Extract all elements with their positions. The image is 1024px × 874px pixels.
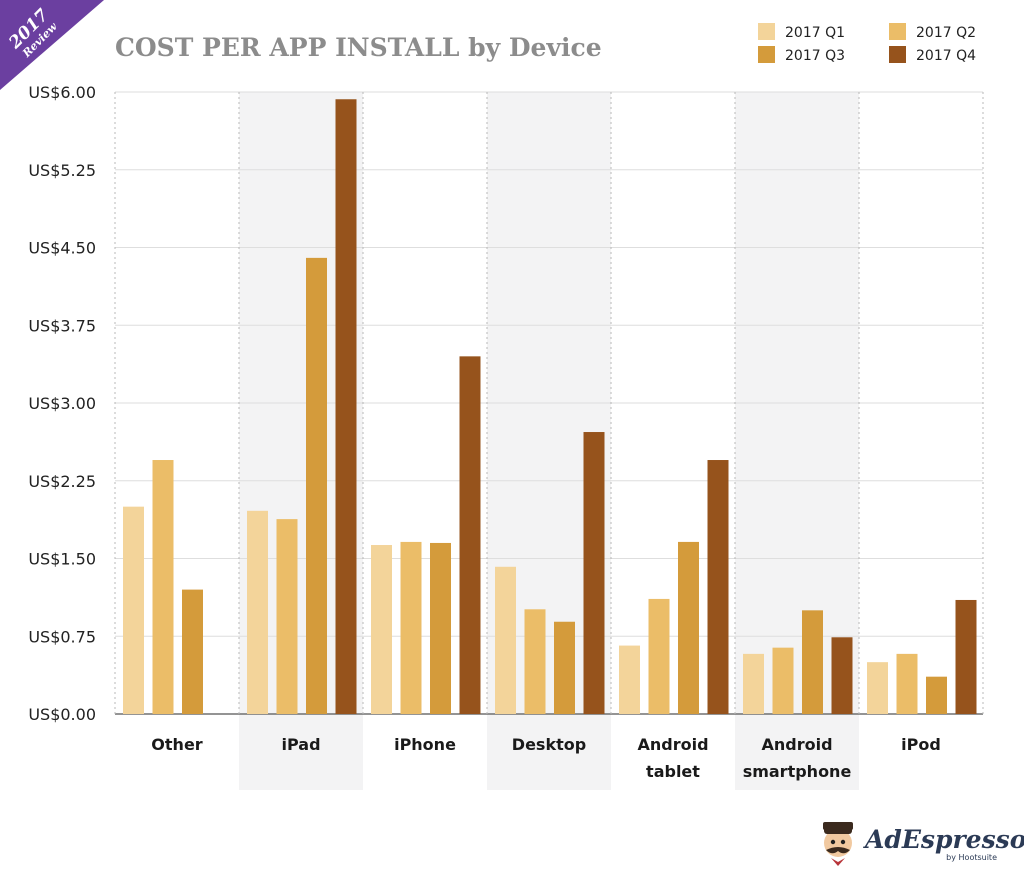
legend-swatch <box>889 23 906 40</box>
legend-label: 2017 Q3 <box>785 48 845 64</box>
y-tick-label: US$0.00 <box>28 705 96 724</box>
x-category-label: Desktop <box>512 735 586 754</box>
bar <box>554 621 575 714</box>
bar <box>524 609 546 714</box>
legend-swatch <box>758 46 775 63</box>
bar <box>583 432 605 714</box>
x-category-label: iPad <box>281 735 320 754</box>
brand-logo[interactable]: AdEspresso by Hootsuite <box>823 822 1024 866</box>
x-category-label: Android <box>637 735 708 754</box>
bar <box>926 676 947 714</box>
bar <box>306 257 327 714</box>
bar <box>648 598 670 714</box>
bar <box>955 599 977 714</box>
x-category-label: Other <box>151 735 202 754</box>
bar <box>430 542 451 714</box>
legend-swatch <box>758 23 775 40</box>
y-tick-label: US$0.75 <box>28 627 96 646</box>
x-category-label: iPhone <box>394 735 456 754</box>
brand-by: by Hootsuite <box>946 853 997 862</box>
bar <box>802 610 823 714</box>
bar <box>743 653 764 714</box>
y-tick-label: US$6.00 <box>28 83 96 102</box>
bar <box>335 99 357 715</box>
y-tick-label: US$2.25 <box>28 472 96 491</box>
bar <box>276 519 298 714</box>
mascot-icon <box>823 822 853 866</box>
bars <box>123 99 977 715</box>
review-badge: 2017 Review <box>0 0 104 90</box>
x-category-label: Android <box>761 735 832 754</box>
chart-title: COST PER APP INSTALL by Device <box>115 33 602 62</box>
legend-label: 2017 Q1 <box>785 25 845 41</box>
y-axis-labels: US$0.00 US$0.75 US$1.50 US$2.25 US$3.00 US$3.… <box>28 83 96 724</box>
bar <box>867 662 888 714</box>
bar <box>896 653 918 714</box>
bar <box>371 545 392 714</box>
x-category-label: iPod <box>901 735 941 754</box>
bar <box>152 460 174 714</box>
category-bands <box>239 92 859 790</box>
bar <box>678 541 699 714</box>
bar <box>400 541 422 714</box>
y-tick-label: US$3.75 <box>28 316 96 335</box>
y-tick-label: US$1.50 <box>28 550 96 569</box>
bar <box>495 566 516 714</box>
x-category-label: tablet <box>646 762 700 781</box>
legend-swatch <box>889 46 906 63</box>
bar <box>123 506 144 714</box>
bar <box>772 647 794 714</box>
bar <box>619 645 640 714</box>
bar <box>182 589 203 714</box>
bar <box>707 460 729 714</box>
badge-ribbon <box>0 0 104 90</box>
x-axis-labels: Other iPad iPhone Desktop Android tablet Andro… <box>151 735 941 781</box>
brand-name: AdEspresso <box>863 825 1024 854</box>
bar <box>831 637 853 714</box>
bar <box>459 356 481 714</box>
x-category-label: smartphone <box>743 762 852 781</box>
y-tick-label: US$4.50 <box>28 239 96 258</box>
y-tick-label: US$3.00 <box>28 394 96 413</box>
legend: 2017 Q1 2017 Q2 2017 Q3 2017 Q4 <box>758 23 976 64</box>
y-tick-label: US$5.25 <box>28 161 96 180</box>
legend-label: 2017 Q4 <box>916 48 976 64</box>
bar <box>247 510 268 714</box>
legend-label: 2017 Q2 <box>916 25 976 41</box>
